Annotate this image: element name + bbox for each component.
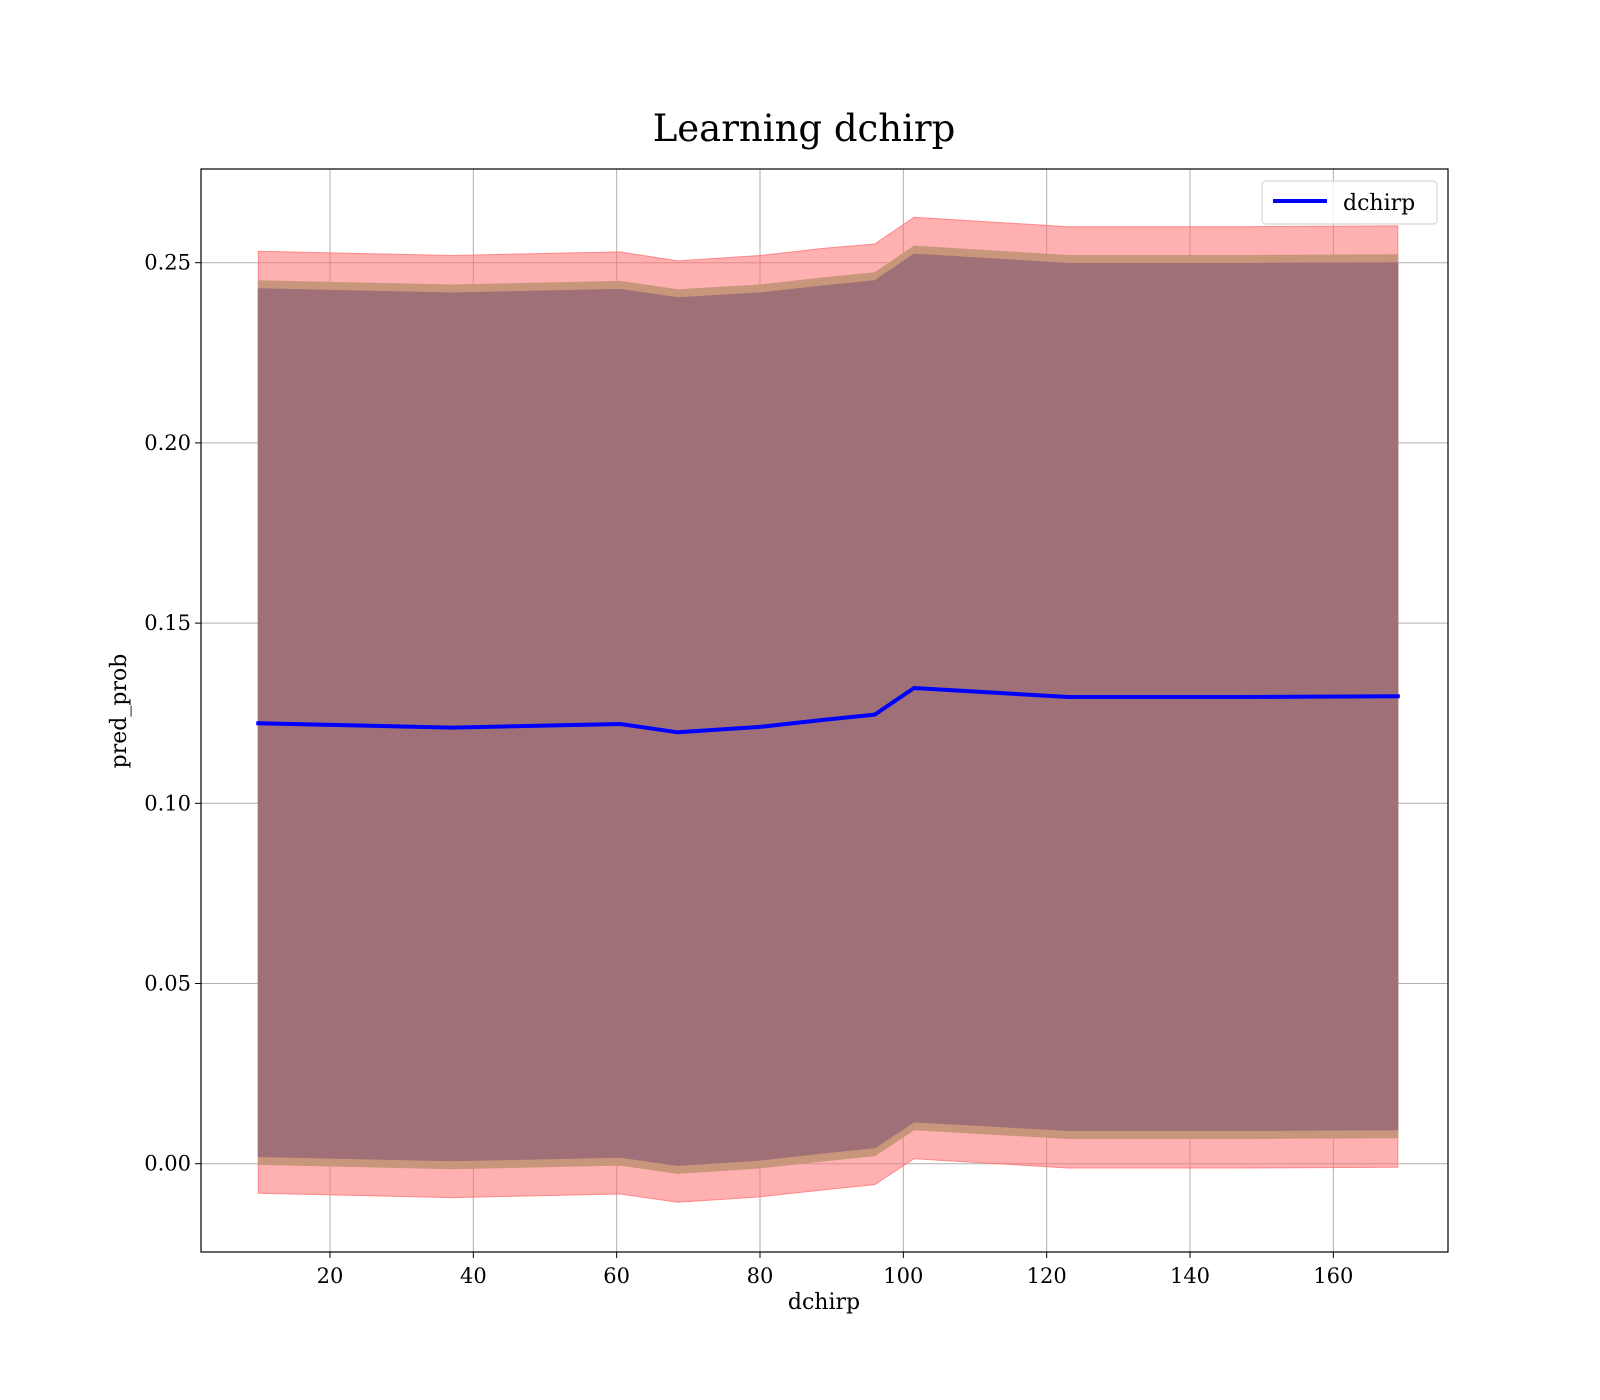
y-axis-label: pred_prob bbox=[107, 654, 132, 769]
confidence-bands bbox=[257, 216, 1399, 1203]
y-tick-label: 0.05 bbox=[144, 972, 191, 996]
x-tick-label: 100 bbox=[883, 1264, 923, 1288]
y-axis-ticks: 0.00 0.05 0.10 0.15 0.20 0.25 bbox=[144, 251, 201, 1176]
plot-area-frame bbox=[200, 168, 1449, 1253]
x-tick-label: 60 bbox=[603, 1264, 630, 1288]
y-tick-label: 0.00 bbox=[144, 1152, 191, 1176]
chart-title: Learning dchirp bbox=[653, 107, 956, 150]
x-tick-label: 140 bbox=[1170, 1264, 1210, 1288]
legend-box bbox=[1261, 180, 1438, 225]
x-tick-label: 20 bbox=[317, 1264, 344, 1288]
x-tick-label: 40 bbox=[460, 1264, 487, 1288]
legend-label-dchirp: dchirp bbox=[1343, 191, 1415, 216]
y-tick-label: 0.10 bbox=[144, 791, 191, 815]
x-axis-label: dchirp bbox=[788, 1290, 860, 1315]
y-tick-label: 0.25 bbox=[144, 251, 191, 275]
y-tick-label: 0.20 bbox=[144, 431, 191, 455]
series-line-dchirp bbox=[256, 686, 1400, 735]
legend: dchirp bbox=[1261, 180, 1438, 225]
x-axis-ticks: 20 40 60 80 100 120 140 160 bbox=[317, 1252, 1353, 1288]
x-tick-label: 160 bbox=[1313, 1264, 1353, 1288]
series-lines bbox=[256, 686, 1400, 735]
x-tick-label: 120 bbox=[1027, 1264, 1067, 1288]
band-3 bbox=[257, 253, 1399, 1167]
x-tick-label: 80 bbox=[747, 1264, 774, 1288]
y-tick-label: 0.15 bbox=[144, 611, 191, 635]
